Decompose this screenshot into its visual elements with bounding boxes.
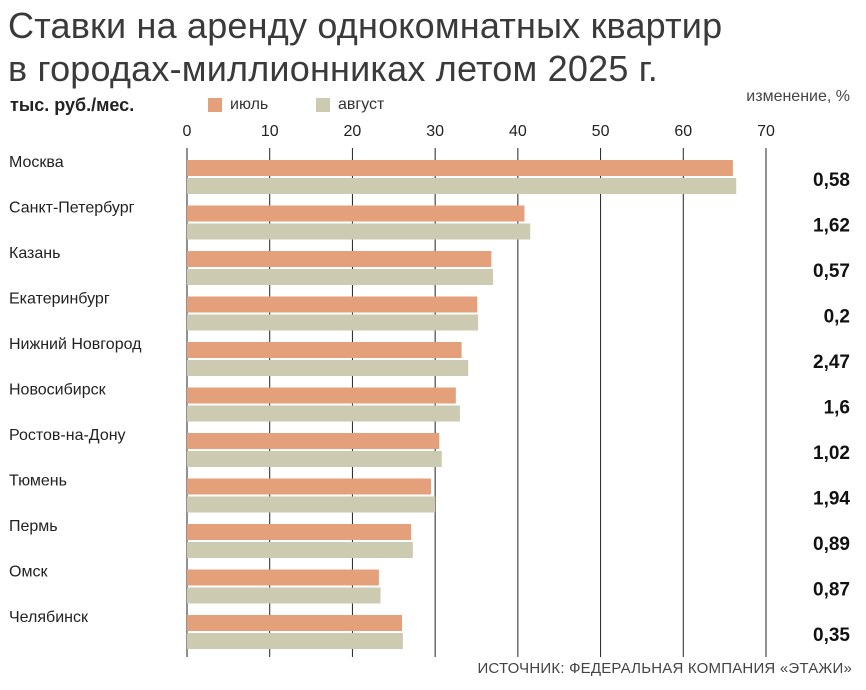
category-label: Ростов-на-Дону — [9, 427, 126, 444]
bar-august — [187, 405, 460, 422]
change-value: 0,2 — [824, 307, 850, 328]
bar-july — [187, 205, 525, 222]
change-value: 1,62 — [813, 216, 850, 237]
bar-august — [187, 542, 413, 558]
chart-title-line-2: в городах-миллионниках летом 2025 г. — [8, 48, 658, 89]
category-label: Новосибирск — [9, 382, 107, 399]
change-value: 1,6 — [824, 398, 850, 419]
units-label: тыс. руб./мес. — [10, 95, 135, 115]
x-tick-label: 20 — [344, 123, 362, 140]
x-tick-label: 30 — [426, 123, 444, 140]
source-note: ИСТОЧНИК: ФЕДЕРАЛЬНАЯ КОМПАНИЯ «ЭТАЖИ» — [477, 660, 852, 677]
chart-title: Ставки на аренду однокомнатных квартир в… — [8, 4, 722, 90]
category-label: Екатеринбург — [9, 291, 110, 308]
category-label: Челябинск — [9, 609, 89, 626]
legend-august: август — [316, 96, 384, 114]
bar-july — [187, 387, 456, 404]
change-value: 0,35 — [813, 625, 850, 646]
bar-july — [187, 615, 403, 631]
x-tick-label: 40 — [509, 123, 527, 140]
bar-august — [187, 587, 381, 604]
legend-august-label: август — [338, 96, 385, 113]
bar-july — [187, 478, 432, 495]
change-value: 0,58 — [813, 170, 850, 191]
x-tick-label: 0 — [183, 123, 192, 140]
bar-july — [187, 296, 478, 313]
bar-july — [187, 569, 379, 586]
change-value: 1,02 — [813, 443, 850, 464]
legend-july-swatch — [208, 98, 222, 112]
bar-july — [187, 433, 440, 449]
bar-august — [187, 496, 436, 513]
change-column-header: изменение, % — [746, 88, 850, 105]
legend-july-label: июль — [230, 96, 269, 113]
bar-august — [187, 451, 442, 467]
category-label: Санкт-Петербург — [9, 200, 135, 217]
bar-august — [187, 269, 494, 285]
category-label: Казань — [9, 245, 60, 262]
category-label: Москва — [9, 154, 64, 171]
change-value: 0,57 — [813, 261, 850, 282]
category-label: Пермь — [9, 518, 58, 535]
bar-july — [187, 342, 462, 358]
x-tick-label: 50 — [592, 123, 610, 140]
category-label: Тюмень — [9, 473, 67, 490]
change-value: 0,87 — [813, 580, 850, 601]
bar-august — [187, 633, 403, 649]
x-tick-label: 70 — [757, 123, 775, 140]
bar-august — [187, 178, 737, 194]
category-label: Омск — [9, 564, 48, 581]
legend-august-swatch — [316, 98, 330, 112]
legend-july: июль — [208, 96, 268, 114]
change-value: 2,47 — [813, 352, 850, 373]
x-tick-label: 10 — [261, 123, 279, 140]
bar-august — [187, 314, 479, 331]
change-value: 1,94 — [813, 489, 850, 510]
x-tick-label: 60 — [674, 123, 692, 140]
bar-august — [187, 360, 469, 376]
chart-title-line-1: Ставки на аренду однокомнатных квартир — [8, 5, 723, 46]
bar-july — [187, 160, 733, 176]
bar-august — [187, 223, 531, 240]
change-value: 0,89 — [813, 534, 850, 555]
category-label: Нижний Новгород — [9, 336, 142, 353]
bar-july — [187, 251, 492, 267]
bar-july — [187, 524, 412, 540]
